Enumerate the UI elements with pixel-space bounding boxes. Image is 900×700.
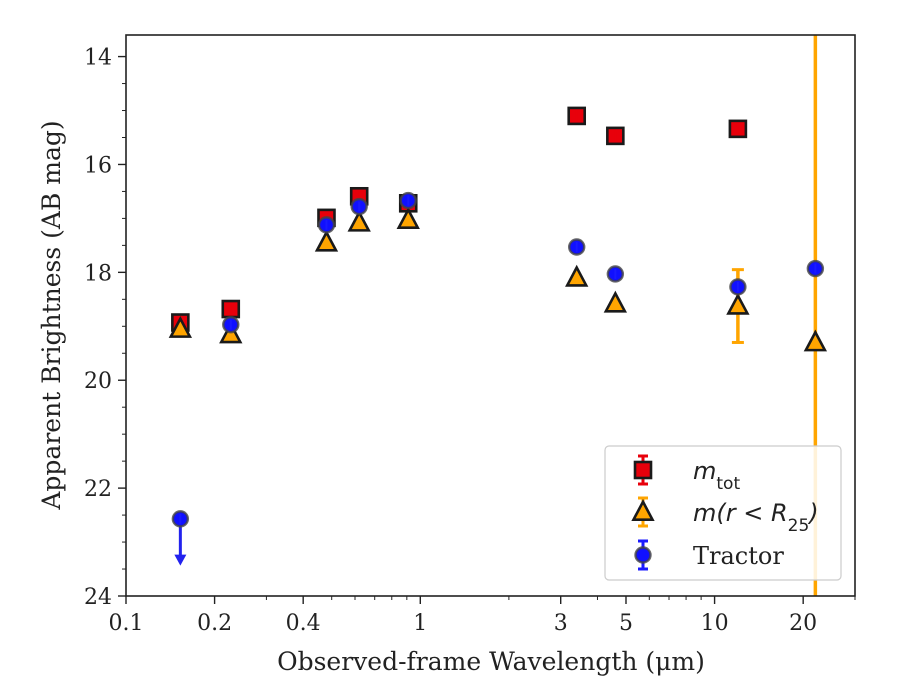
y-tick-label: 16 — [84, 153, 112, 178]
y-tick-label: 22 — [84, 477, 112, 502]
series-tractor — [171, 191, 825, 566]
legend-marker-mr25 — [631, 499, 655, 521]
x-tick-label: 5 — [619, 611, 633, 636]
axes: 0.1 0.2 0.4 1 3 5 10 20 14 16 18 20 22 24 — [84, 34, 856, 636]
y-tick-label: 14 — [84, 46, 112, 71]
x-axis-title: Observed-frame Wavelength (μm) — [277, 647, 705, 676]
y-tick-label: 24 — [84, 585, 112, 610]
y-tick-label: 20 — [84, 369, 112, 394]
upper-limit-arrowhead — [174, 554, 187, 566]
legend-marker-tractor — [634, 546, 652, 564]
legend-label-mr25: m(r < R25) — [693, 499, 819, 536]
legend-box — [604, 445, 842, 581]
plot-frame — [125, 34, 856, 597]
y-axis-title: Apparent Brightness (AB mag) — [37, 120, 66, 510]
legend: mtot m(r < R25) Tractor — [604, 445, 842, 581]
series-mtot — [171, 106, 748, 332]
legend-label-mtot: mtot — [693, 457, 740, 494]
x-tick-label: 0.2 — [197, 611, 232, 636]
x-tick-label: 3 — [554, 611, 568, 636]
x-tick-label: 10 — [701, 611, 729, 636]
x-tick-label: 0.1 — [109, 611, 144, 636]
legend-label-tractor: Tractor — [693, 542, 784, 570]
legend-marker-mtot — [633, 460, 653, 480]
x-tick-label: 20 — [789, 611, 817, 636]
x-tick-label: 1 — [413, 611, 427, 636]
y-tick-label: 18 — [84, 261, 112, 286]
x-tick-label: 0.4 — [286, 611, 321, 636]
